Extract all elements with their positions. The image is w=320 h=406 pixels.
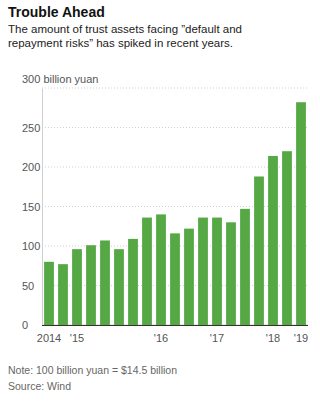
bar (184, 229, 194, 325)
bar (282, 151, 292, 325)
bar (212, 218, 222, 325)
y-tick: 150 (22, 201, 42, 213)
x-tick-label: 2014 (37, 332, 61, 344)
subtitle: The amount of trust assets facing ”defau… (8, 23, 242, 49)
y-tick: 200 (22, 161, 42, 173)
x-tick: '18 (266, 325, 280, 344)
grid (42, 88, 308, 325)
bar (268, 156, 278, 325)
bar (226, 222, 236, 325)
x-tick-label: '19 (294, 332, 308, 344)
x-tick-label: '16 (154, 332, 168, 344)
y-tick-label: 300 billion yuan (22, 73, 98, 85)
y-tick-label: 250 (22, 122, 40, 134)
bar (142, 218, 152, 325)
bar (240, 209, 250, 325)
y-tick: 250 (22, 122, 42, 134)
bar (86, 245, 96, 325)
x-axis-line (42, 325, 308, 326)
title: Trouble Ahead (8, 4, 105, 20)
bar (100, 240, 110, 325)
source: Source: Wind (8, 380, 71, 392)
note: Note: 100 billion yuan = $14.5 billion (8, 364, 177, 376)
x-tick: '15 (70, 325, 84, 344)
chart: Trouble Ahead The amount of trust assets … (0, 0, 320, 406)
bar (128, 239, 138, 325)
y-tick-label: 50 (22, 280, 34, 292)
grid-line (42, 127, 308, 128)
y-tick: 50 (22, 280, 42, 292)
y-tick-label: 200 (22, 161, 40, 173)
y-tick-label: 150 (22, 201, 40, 213)
x-tick: 2014 (37, 325, 61, 344)
x-tick-label: '18 (266, 332, 280, 344)
y-tick: 300 billion yuan (22, 73, 98, 89)
bar (58, 264, 68, 325)
y-tick: 100 (22, 240, 42, 252)
bar (44, 262, 54, 325)
x-tick: '17 (210, 325, 224, 344)
x-axis: 2014 '15 '16 '17 '18 '19 (37, 325, 308, 344)
bar (296, 102, 306, 325)
y-axis-line (42, 89, 43, 326)
x-tick: '19 (294, 325, 308, 344)
subtitle-line: repayment risks” has spiked in recent ye… (8, 37, 233, 49)
bar (198, 218, 208, 325)
bar (114, 249, 124, 325)
y-tick: 0 (22, 319, 42, 331)
bar (156, 214, 166, 325)
y-tick-label: 100 (22, 240, 40, 252)
x-tick: '16 (154, 325, 168, 344)
grid-line (42, 88, 308, 89)
bars (44, 102, 306, 325)
y-axis: 0 50 100 150 200 250 300 billion yuan (22, 73, 98, 331)
x-tick-label: '17 (210, 332, 224, 344)
bar (72, 249, 82, 325)
x-tick-label: '15 (70, 332, 84, 344)
subtitle-line: The amount of trust assets facing ”defau… (8, 23, 242, 35)
bar (254, 176, 264, 325)
bar (170, 233, 180, 325)
y-tick-label: 0 (22, 319, 28, 331)
